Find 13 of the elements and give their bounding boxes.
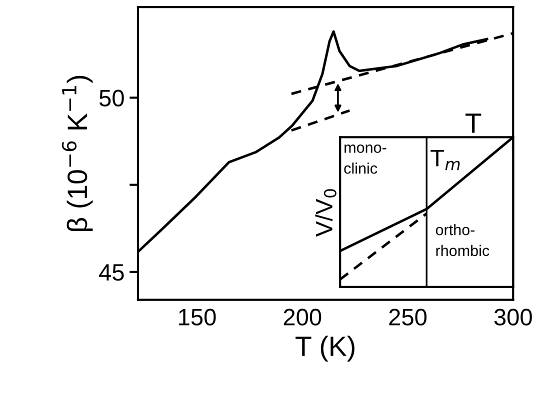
x-axis-title: T (K) — [296, 336, 354, 362]
x-axis-title: T — [465, 114, 482, 133]
x-tick-label: 200 — [284, 308, 322, 326]
x-tick-label: 300 — [494, 308, 532, 326]
annotation: T$_{m}$ — [430, 150, 460, 170]
y-tick-label: 50 — [99, 90, 124, 106]
x-tick-label: 250 — [389, 308, 427, 326]
y-axis-title: V/V$_{0}$ — [315, 189, 336, 237]
annotation: ortho- rhombic — [436, 224, 490, 256]
y-tick-label: 45 — [99, 264, 124, 281]
annotation: mono- clinic — [344, 144, 386, 174]
x-tick-label: 150 — [179, 308, 216, 326]
y-axis-title: β (10$^{−6}$ K$^{−1}$) — [62, 76, 93, 231]
